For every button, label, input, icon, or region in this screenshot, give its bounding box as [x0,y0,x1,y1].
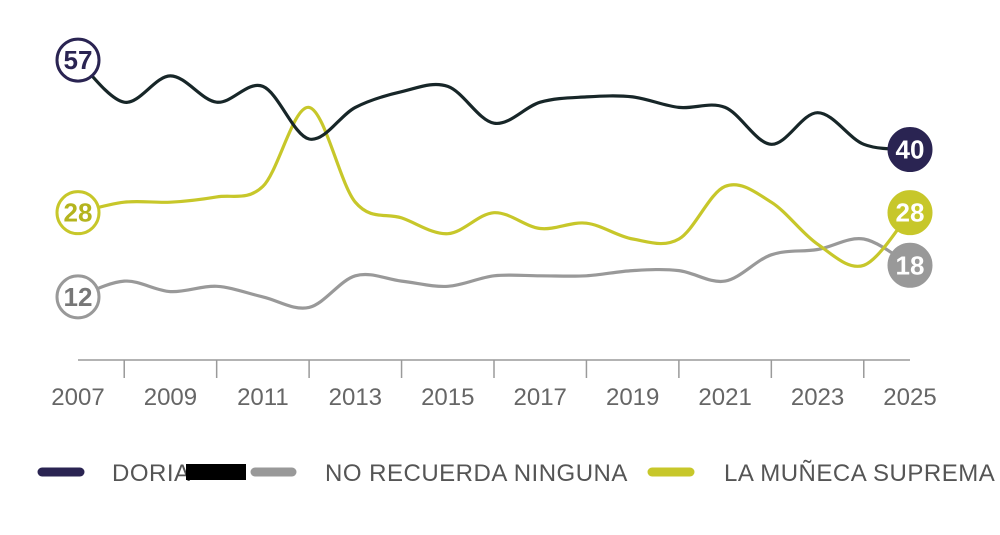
x-tick-label-2019: 2019 [606,384,659,411]
badge-circle [55,190,101,236]
x-tick-label-2021: 2021 [698,384,751,411]
series-line-doria [76,58,912,152]
x-tick-label-2015: 2015 [421,384,474,411]
badge-circle [887,190,933,236]
end-badge-la-muneca-suprema: 28 [887,190,933,236]
series-line-la-muneca-suprema [76,105,912,268]
badge-value: 18 [896,250,925,280]
start-badge-no-recuerda-ninguna: 12 [55,274,101,320]
start-badge-doria: 57 [55,37,101,83]
x-axis: 2007 2009 2011 2013 2015 2017 2019 2021 2023 2025 [51,359,937,411]
x-tick-label-2011: 2011 [237,384,289,411]
legend-redaction-bar [186,464,246,480]
legend: DORIA NO RECUERDA NINGUNA LA MUÑECA SUPREM… [37,460,995,487]
badge-circle [55,37,101,83]
legend-label-la-muneca-suprema: LA MUÑECA SUPREMA [724,460,995,487]
value-badges: 57 40 12 18 28 28 [55,37,933,320]
x-tick-label-2007: 2007 [51,384,104,411]
series-line-no-recuerda-ninguna [76,237,912,310]
legend-label-no-recuerda-ninguna: NO RECUERDA NINGUNA [325,460,628,487]
legend-label-doria: DORIA [112,460,191,487]
badge-value: 57 [64,45,93,75]
badge-value: 40 [896,135,925,165]
badge-circle [887,127,933,173]
badge-value: 28 [64,198,93,228]
x-tick-label-2023: 2023 [791,384,844,411]
end-badge-no-recuerda-ninguna: 18 [887,242,933,288]
x-tick-label-2013: 2013 [329,384,382,411]
badge-circle [55,274,101,320]
badge-circle [887,242,933,288]
end-badge-doria: 40 [887,127,933,173]
x-tick-label-2017: 2017 [514,384,567,411]
badge-value: 12 [64,282,93,312]
start-badge-la-muneca-suprema: 28 [55,190,101,236]
x-tick-label-2009: 2009 [144,384,197,411]
x-tick-label-2025: 2025 [883,384,936,411]
series-lines [76,58,912,310]
badge-value: 28 [896,198,925,228]
